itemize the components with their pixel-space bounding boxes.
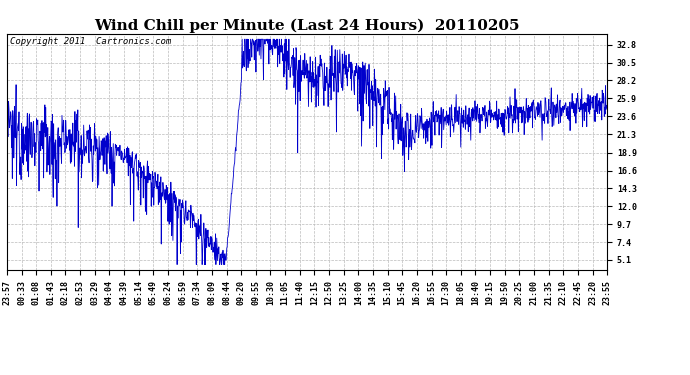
Title: Wind Chill per Minute (Last 24 Hours)  20110205: Wind Chill per Minute (Last 24 Hours) 20… (95, 18, 520, 33)
Text: Copyright 2011  Cartronics.com: Copyright 2011 Cartronics.com (10, 37, 171, 46)
